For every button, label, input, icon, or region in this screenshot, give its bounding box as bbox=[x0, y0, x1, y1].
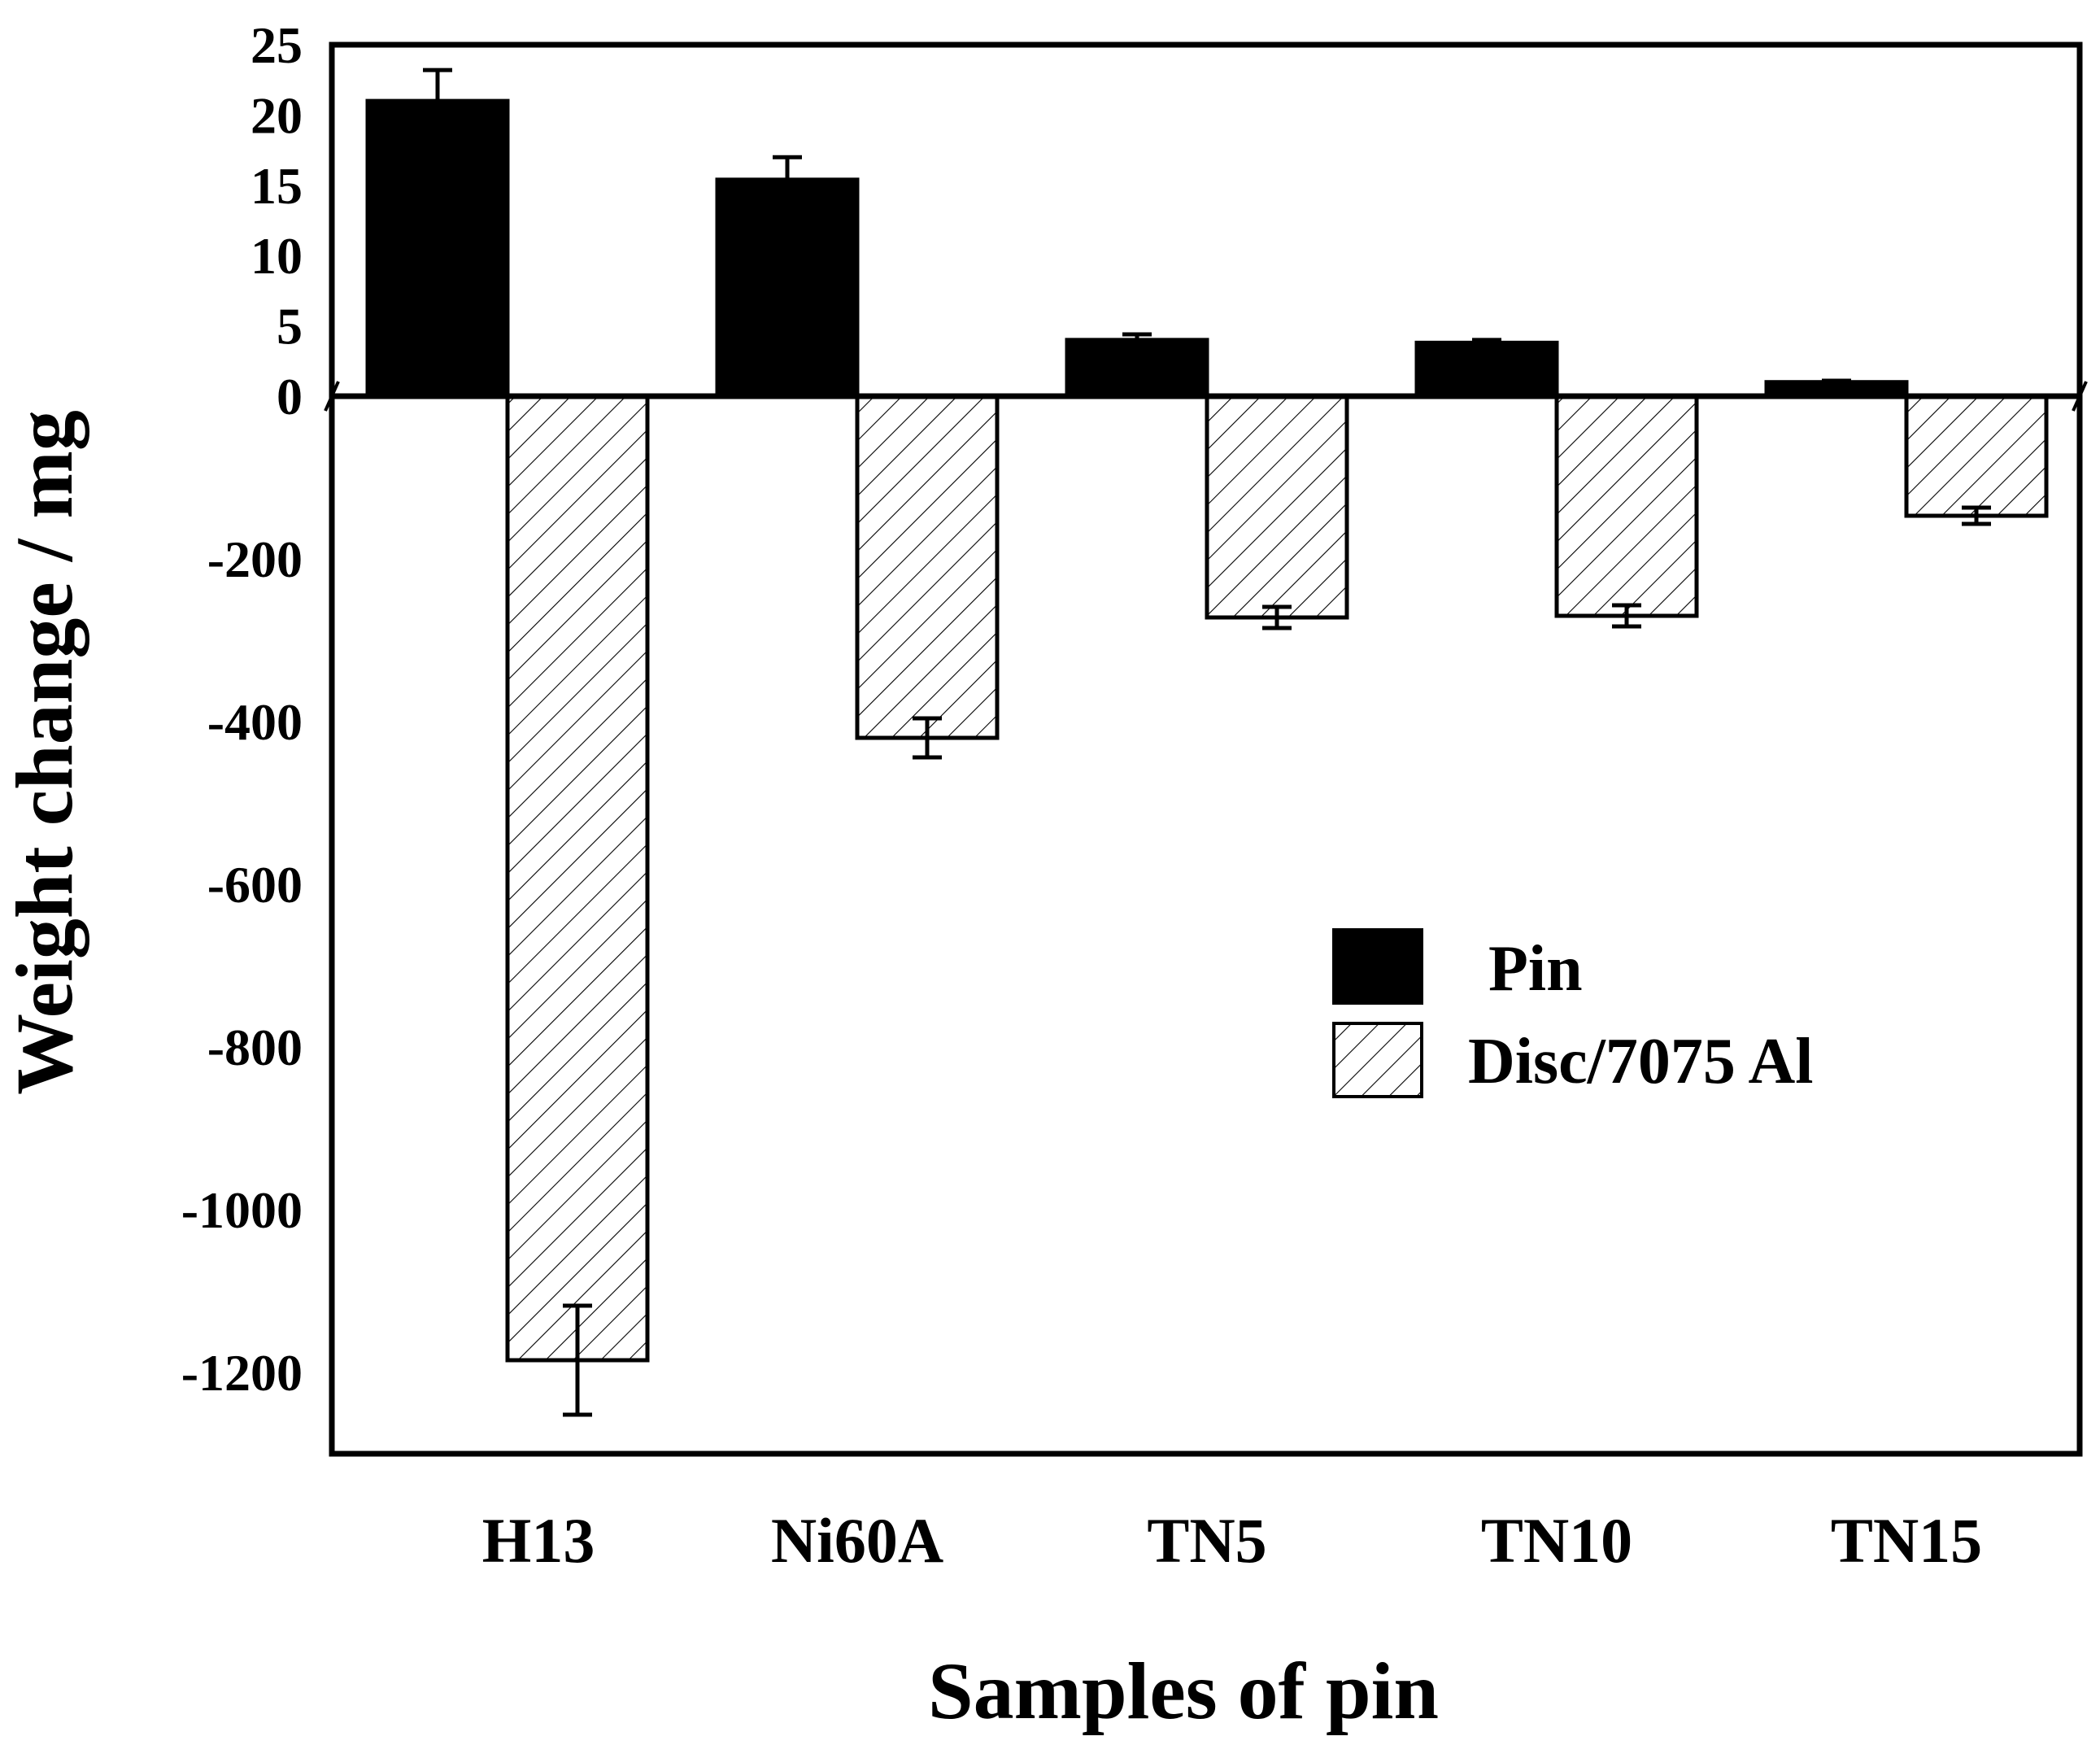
x-tick-label: TN5 bbox=[1147, 1505, 1266, 1576]
disc-bar-ni60a bbox=[855, 394, 1000, 740]
axis-break-left bbox=[324, 381, 340, 412]
pin-bar-tn5 bbox=[1065, 338, 1209, 399]
y-tick-label: -200 bbox=[207, 530, 303, 588]
disc-bar-tn10 bbox=[1554, 394, 1699, 618]
y-tick-label: 10 bbox=[251, 227, 303, 285]
disc-bar-h13 bbox=[505, 394, 650, 1363]
y-tick-label: 25 bbox=[251, 16, 303, 74]
y-tick-label: 20 bbox=[251, 86, 303, 144]
x-tick-label: H13 bbox=[482, 1505, 595, 1576]
legend-swatch-pin bbox=[1332, 928, 1423, 1005]
x-tick-label: TN15 bbox=[1831, 1505, 1982, 1576]
y-tick-label: -400 bbox=[207, 693, 303, 751]
disc-bar-tn5 bbox=[1205, 394, 1349, 620]
y-tick-label: 15 bbox=[251, 157, 303, 215]
y-tick-label: -600 bbox=[207, 856, 303, 914]
y-tick-label: -1200 bbox=[181, 1344, 303, 1402]
legend-label-disc: Disc/7075 Al bbox=[1468, 1026, 1813, 1097]
legend-swatch-disc bbox=[1332, 1022, 1423, 1098]
pin-bar-h13 bbox=[365, 98, 510, 399]
axis-break-right bbox=[2072, 381, 2088, 412]
pin-bar-ni60a bbox=[715, 177, 860, 399]
y-axis-title: Weight change / mg bbox=[0, 410, 89, 1095]
x-tick-label: Ni60A bbox=[771, 1505, 943, 1576]
x-tick-label: TN10 bbox=[1481, 1505, 1632, 1576]
y-tick-label: -1000 bbox=[181, 1181, 303, 1239]
plot-frame bbox=[329, 41, 2083, 1457]
pin-bar-tn10 bbox=[1414, 340, 1559, 399]
y-tick-label: 5 bbox=[277, 298, 303, 356]
y-tick-label: -800 bbox=[207, 1019, 303, 1076]
disc-bar-tn15 bbox=[1904, 394, 2049, 518]
legend-label-pin: Pin bbox=[1488, 933, 1583, 1005]
x-axis-title: Samples of pin bbox=[928, 1646, 1439, 1736]
y-tick-label: 0 bbox=[277, 368, 303, 425]
